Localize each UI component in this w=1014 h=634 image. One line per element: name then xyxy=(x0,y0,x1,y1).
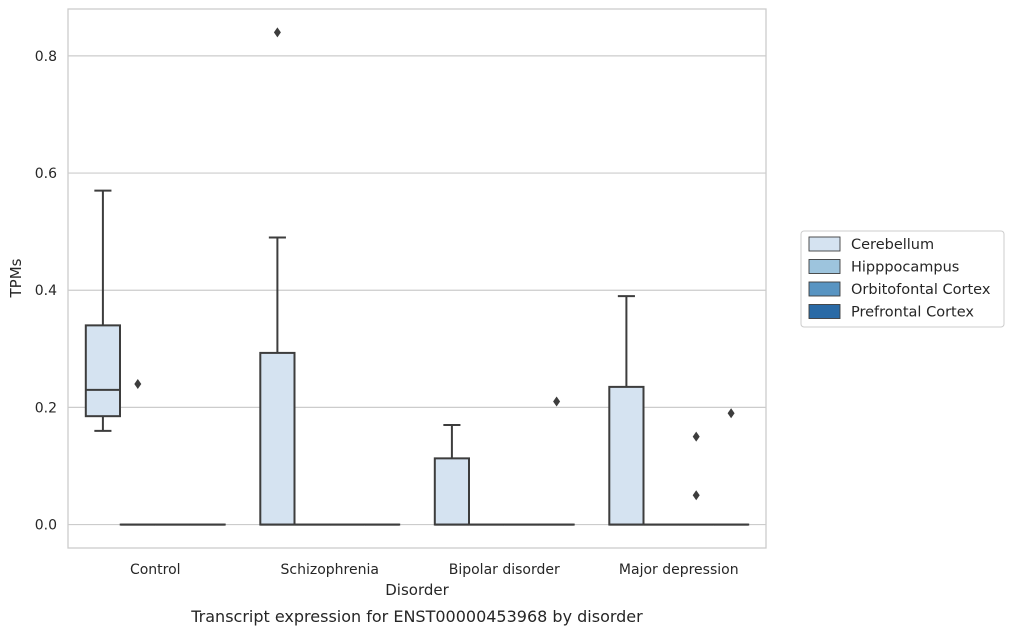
outlier-point xyxy=(692,490,700,501)
outlier-point xyxy=(134,378,142,389)
outlier-point xyxy=(273,27,281,38)
box-prefrontal-cortex xyxy=(538,396,575,526)
legend-label: Prefrontal Cortex xyxy=(851,305,974,321)
outlier-point xyxy=(553,396,561,407)
box-marks xyxy=(84,27,750,526)
outlier-point xyxy=(727,408,735,419)
y-tick-label: 0.8 xyxy=(35,49,57,65)
legend-label: Cerebellum xyxy=(851,237,934,253)
outlier-point xyxy=(692,431,700,442)
box-body xyxy=(259,351,296,526)
x-tick-labels: Control Schizophrenia Bipolar disorder Majo… xyxy=(130,562,739,578)
y-tick-label: 0.6 xyxy=(35,166,57,182)
x-tick-label: Schizophrenia xyxy=(281,562,379,578)
box-hipppocampus xyxy=(119,378,156,526)
x-axis-label: Disorder xyxy=(385,581,449,599)
y-tick-labels: 0.0 0.2 0.4 0.6 0.8 xyxy=(35,49,57,534)
box-prefrontal-cortex xyxy=(712,408,750,526)
plot-frame xyxy=(67,8,767,549)
chart-caption: Transcript expression for ENST0000045396… xyxy=(190,607,643,626)
legend-label: Hipppocampus xyxy=(851,260,959,276)
legend: Cerebellum Hipppocampus Orbitofontal Corte… xyxy=(800,230,1005,328)
x-tick-label: Major depression xyxy=(619,562,739,578)
box-body xyxy=(608,385,645,526)
y-tick-label: 0.2 xyxy=(35,400,57,416)
legend-swatch xyxy=(808,236,841,252)
box-orbitofontal-cortex xyxy=(678,431,715,526)
legend-swatch xyxy=(808,304,841,319)
y-tick-label: 0.4 xyxy=(35,283,57,299)
x-tick-label: Bipolar disorder xyxy=(449,562,560,578)
grid-lines xyxy=(68,55,766,526)
box-body xyxy=(433,457,471,526)
x-tick-label: Control xyxy=(130,562,181,578)
box-cerebellum xyxy=(259,27,296,526)
legend-swatch xyxy=(808,281,841,297)
box-cerebellum xyxy=(608,295,645,526)
y-axis-label: TPMs xyxy=(7,258,25,298)
box-cerebellum xyxy=(84,189,122,432)
box-body xyxy=(84,324,122,418)
legend-label: Orbitofontal Cortex xyxy=(851,282,991,298)
legend-swatch xyxy=(808,259,841,274)
legend-frame xyxy=(800,230,1005,328)
y-tick-label: 0.0 xyxy=(35,518,57,534)
box-cerebellum xyxy=(433,423,471,526)
